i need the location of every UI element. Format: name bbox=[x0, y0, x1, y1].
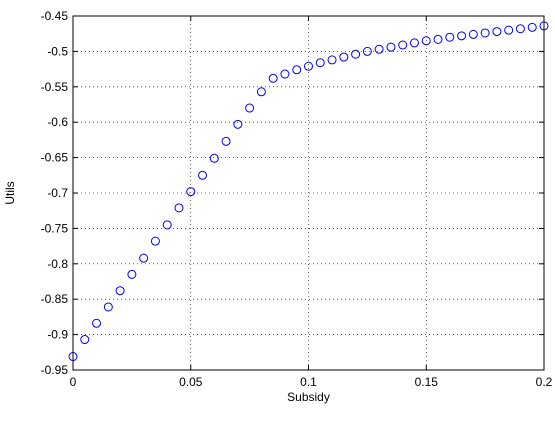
data-point bbox=[221, 136, 231, 146]
data-point bbox=[504, 25, 514, 35]
data-point bbox=[245, 103, 255, 113]
y-tick-label: -0.8 bbox=[47, 257, 68, 271]
data-point bbox=[139, 253, 149, 263]
y-tick-label: -0.7 bbox=[47, 186, 68, 200]
data-point bbox=[92, 318, 102, 328]
y-tick-label: -0.65 bbox=[41, 151, 69, 165]
data-points bbox=[68, 21, 549, 362]
x-tick-label: 0.1 bbox=[300, 375, 317, 389]
data-point bbox=[115, 286, 125, 296]
data-point bbox=[468, 29, 478, 39]
data-point bbox=[433, 34, 443, 44]
data-point bbox=[527, 22, 537, 32]
data-point bbox=[304, 61, 313, 71]
y-tick-label: -0.95 bbox=[41, 363, 69, 377]
data-point bbox=[421, 36, 431, 46]
data-point bbox=[480, 28, 490, 38]
data-point bbox=[515, 24, 525, 34]
y-tick-label: -0.9 bbox=[47, 328, 68, 342]
x-tick-label: 0 bbox=[70, 375, 77, 389]
axis-ticks bbox=[72, 15, 545, 371]
x-axis-label: Subsidy bbox=[287, 390, 330, 404]
x-tick-labels: 0 0.05 0.1 0.15 0.2 bbox=[70, 375, 553, 389]
data-point bbox=[80, 335, 90, 345]
data-point bbox=[492, 27, 502, 37]
y-tick-label: -0.75 bbox=[41, 221, 69, 235]
data-point bbox=[174, 203, 184, 213]
y-axis-label: Utils bbox=[3, 181, 17, 204]
y-tick-label: -0.5 bbox=[47, 44, 68, 58]
data-point bbox=[233, 119, 243, 129]
data-point bbox=[150, 236, 160, 246]
data-point bbox=[445, 32, 455, 42]
data-point bbox=[315, 58, 325, 68]
data-point bbox=[103, 302, 113, 312]
x-tick-label: 0.05 bbox=[179, 375, 203, 389]
data-point bbox=[186, 187, 196, 197]
data-point bbox=[351, 49, 361, 59]
y-tick-label: -0.45 bbox=[41, 9, 69, 23]
x-tick-label: 0.2 bbox=[536, 375, 553, 389]
y-tick-label: -0.85 bbox=[41, 292, 69, 306]
data-point bbox=[409, 38, 419, 48]
data-point bbox=[162, 220, 172, 230]
data-point bbox=[386, 42, 396, 52]
y-tick-label: -0.6 bbox=[47, 115, 68, 129]
data-point bbox=[268, 73, 278, 83]
data-point bbox=[398, 40, 408, 50]
data-point bbox=[327, 55, 337, 65]
data-point bbox=[127, 269, 137, 279]
data-point bbox=[457, 31, 467, 41]
data-point bbox=[362, 46, 372, 56]
x-tick-label: 0.15 bbox=[415, 375, 439, 389]
data-point bbox=[209, 153, 219, 163]
data-point bbox=[256, 87, 266, 97]
data-point bbox=[292, 65, 302, 75]
y-tick-labels: -0.95 -0.9 -0.85 -0.8 -0.75 -0.7 -0.65 -0.6 -0.5… bbox=[41, 9, 69, 377]
y-tick-label: -0.55 bbox=[41, 80, 69, 94]
data-point bbox=[339, 52, 349, 62]
data-point bbox=[374, 44, 384, 54]
data-point bbox=[198, 170, 208, 180]
data-point bbox=[280, 69, 290, 79]
